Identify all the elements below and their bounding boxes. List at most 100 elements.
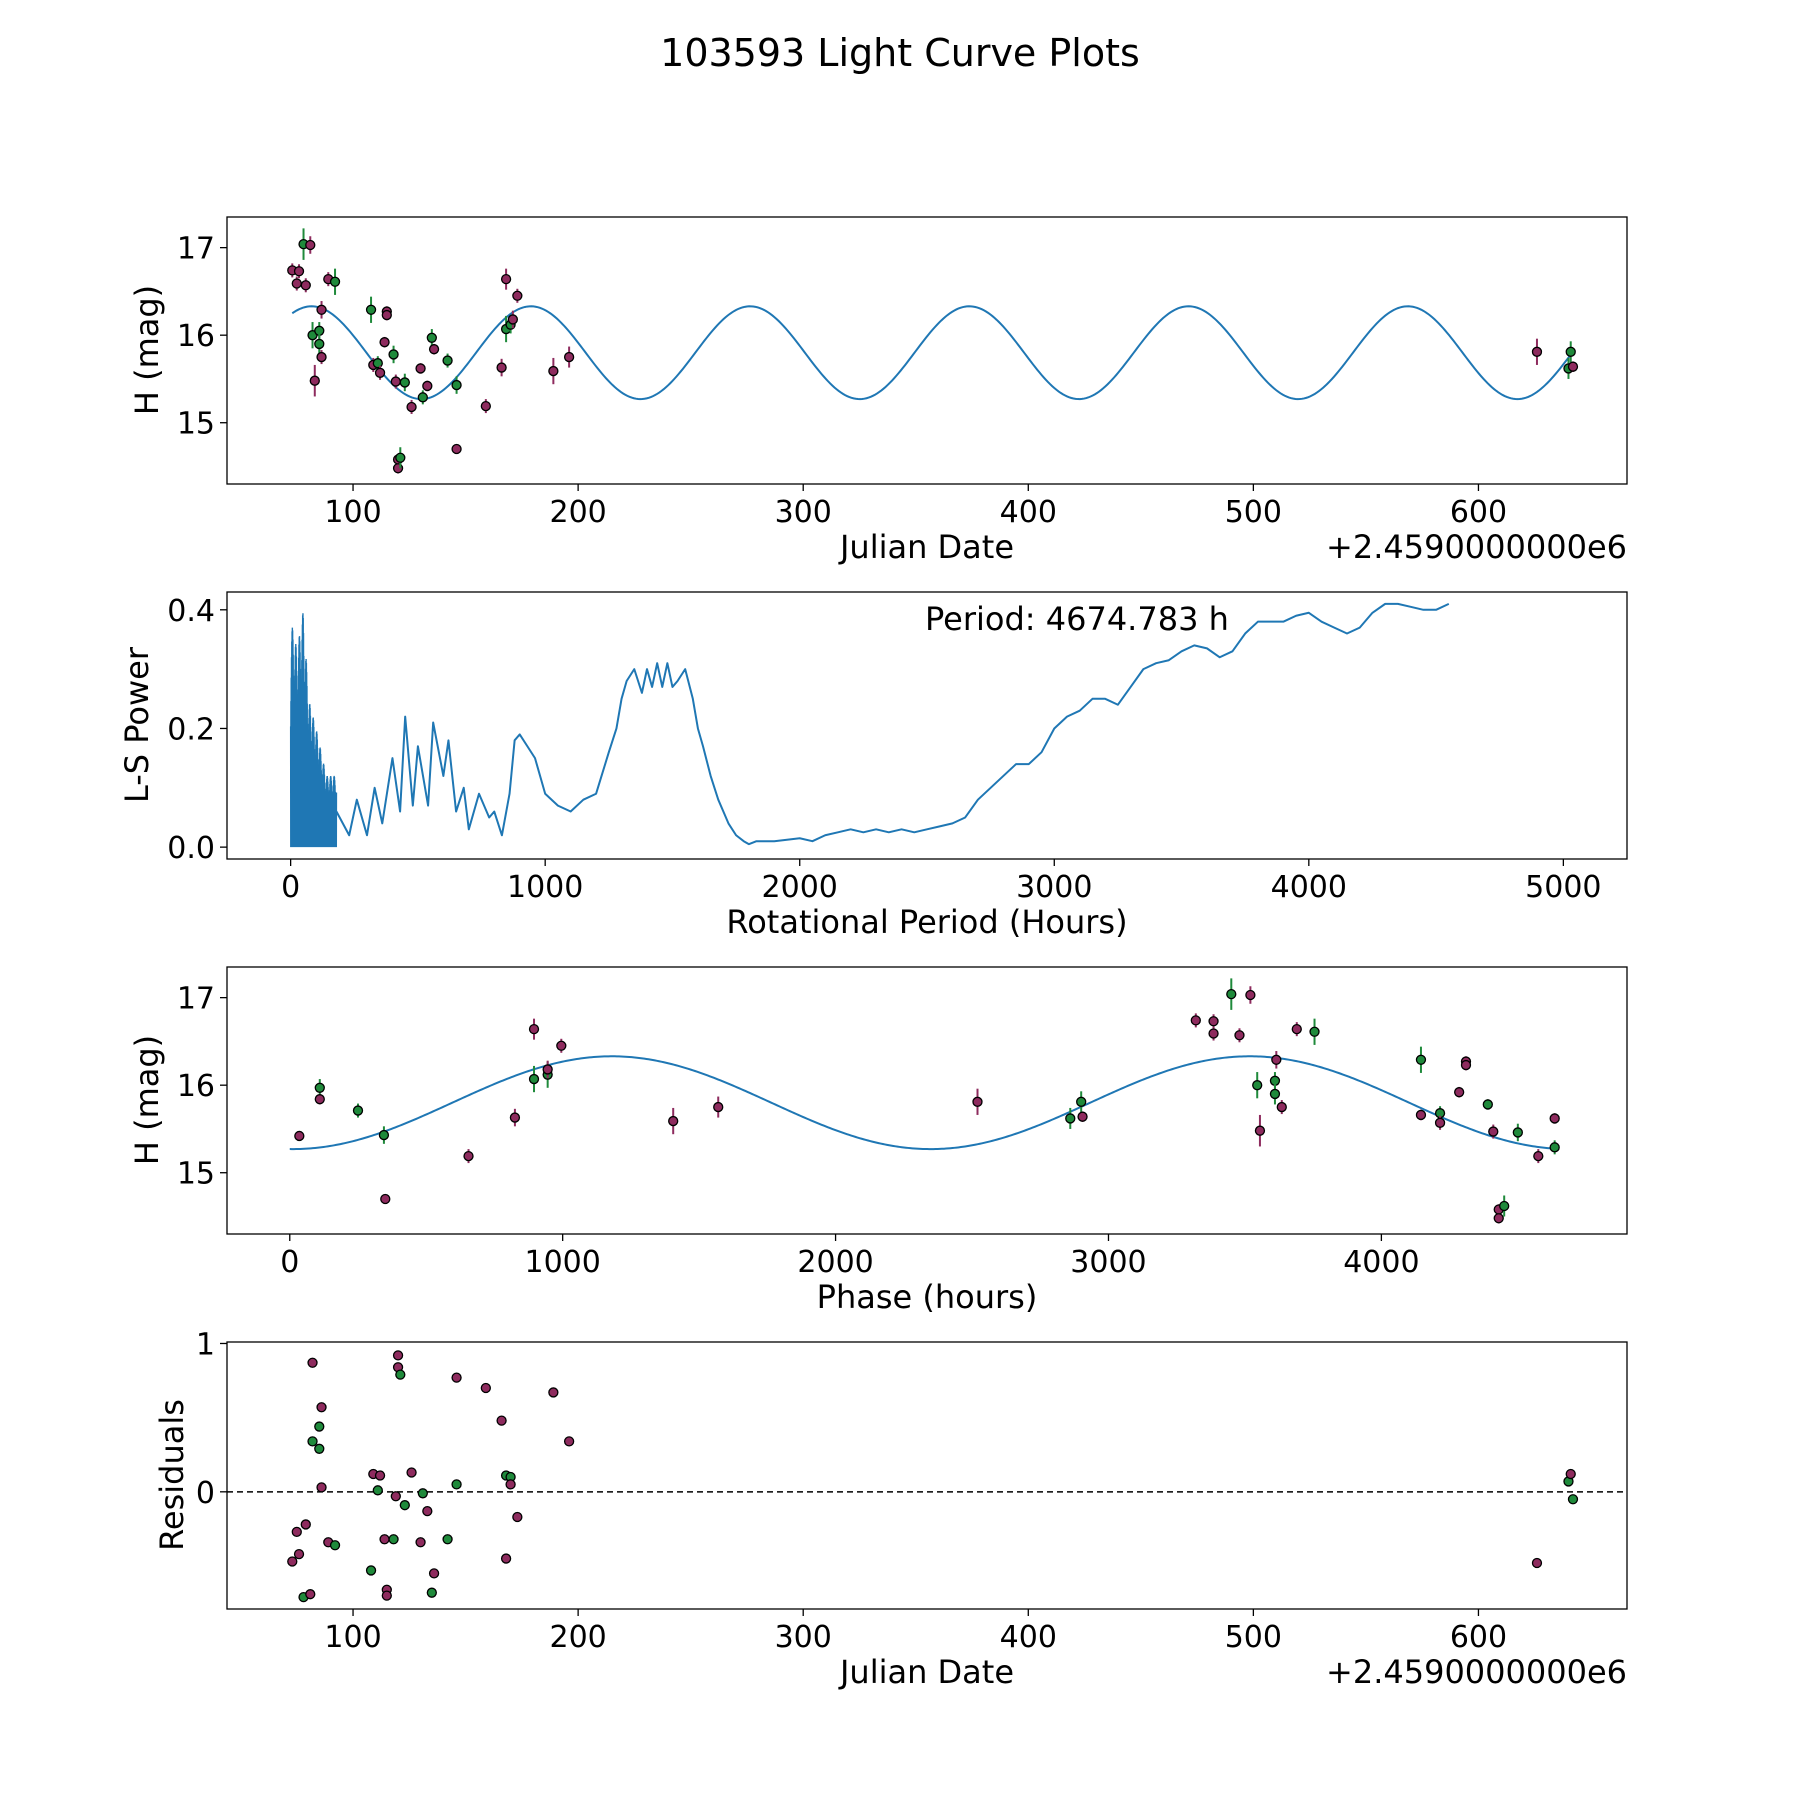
residuals-point	[399, 1500, 410, 1511]
residuals-panel: 100 200 300 400 500 600 0 1 Julian Date Residua…	[153, 1327, 1628, 1691]
lightcurve-point	[388, 349, 399, 360]
periodogram-ytick-label: 0.2	[167, 712, 215, 747]
residuals-xtick-label: 600	[1450, 1620, 1507, 1655]
lightcurve-ylabel: H (mag)	[128, 285, 166, 415]
lightcurve-ticks: 100 200 300 400 500 600 15 16 17	[177, 232, 1507, 530]
phased-point	[1499, 1200, 1510, 1212]
periodogram-axes-frame	[226, 591, 1628, 860]
periodogram-plot-area	[289, 602, 1450, 848]
residuals-point	[1531, 1557, 1543, 1569]
lightcurve-point	[406, 401, 417, 413]
lightcurve-xtick-label: 200	[549, 495, 606, 530]
lightcurve-ytick-label: 15	[177, 407, 215, 442]
phased-point	[1226, 988, 1237, 1000]
phased-ticks: 0 1000 2000 3000 4000 15 16 17	[177, 982, 1420, 1280]
phased-point	[1065, 1113, 1076, 1124]
periodogram-ytick-label: 0.0	[167, 831, 215, 866]
figure-title: 103593 Light Curve Plots	[660, 31, 1140, 75]
phased-point	[1493, 1213, 1504, 1224]
phased-xtick-label: 1000	[524, 1245, 600, 1280]
phased-point	[1434, 1117, 1446, 1128]
lightcurve-point	[480, 400, 491, 412]
residuals-point	[548, 1387, 559, 1398]
lightcurve-point	[291, 278, 302, 289]
residuals-point	[305, 1589, 316, 1600]
residuals-point	[379, 1534, 390, 1545]
phased-point	[528, 1073, 540, 1085]
residuals-ticks: 100 200 300 400 500 600 0 1	[196, 1327, 1507, 1655]
residuals-xtick-label: 200	[549, 1620, 606, 1655]
periodogram-line	[335, 602, 1450, 846]
phased-xtick-label: 4000	[1343, 1245, 1419, 1280]
phased-xtick-label: 0	[280, 1245, 299, 1280]
residuals-xtick-label: 500	[1225, 1620, 1282, 1655]
residuals-point	[388, 1534, 399, 1545]
phased-point	[314, 1082, 325, 1093]
lightcurve-point	[374, 367, 386, 378]
residuals-point	[500, 1553, 512, 1564]
phased-point	[1076, 1096, 1087, 1107]
phased-point	[972, 1096, 983, 1107]
lightcurve-point	[451, 379, 462, 391]
lightcurve-point	[417, 392, 428, 403]
phased-point	[1254, 1125, 1266, 1136]
phased-point	[1208, 1028, 1219, 1039]
residuals-point	[415, 1537, 426, 1548]
periodogram-xlabel: Rotational Period (Hours)	[726, 903, 1127, 941]
lightcurve-point	[293, 266, 305, 277]
lightcurve-point	[372, 358, 383, 369]
residuals-point	[293, 1548, 305, 1560]
phased-point	[542, 1064, 553, 1075]
periodogram-xtick-label: 0	[281, 870, 300, 905]
residuals-axes-frame	[226, 1341, 1628, 1610]
lightcurve-point	[399, 377, 410, 388]
residuals-point	[374, 1470, 386, 1481]
lightcurve-plot-area	[287, 228, 1579, 474]
residuals-point	[291, 1526, 302, 1538]
residuals-point	[381, 1590, 392, 1601]
phased-point	[1415, 1054, 1427, 1065]
lightcurve-point	[395, 452, 406, 463]
phased-axes-frame	[226, 966, 1628, 1235]
phased-xtick-label: 2000	[797, 1245, 873, 1280]
phased-point	[528, 1024, 540, 1035]
lightcurve-point	[1565, 346, 1576, 357]
lightcurve-ytick-label: 16	[177, 319, 215, 354]
periodogram-panel: 0 1000 2000 3000 4000 5000 0.0 0.2 0.4 Period: 4…	[118, 591, 1628, 941]
residuals-xtick-label: 400	[1000, 1620, 1057, 1655]
residuals-ytick-label: 1	[196, 1327, 215, 1362]
phased-point	[1482, 1099, 1493, 1110]
phased-point	[314, 1094, 325, 1105]
residuals-point	[451, 1372, 462, 1383]
residuals-point	[428, 1568, 440, 1579]
residuals-offset-text: +2.4590000000e6	[1326, 1653, 1627, 1691]
phased-point	[378, 1129, 390, 1141]
residuals-point	[1565, 1468, 1576, 1480]
lightcurve-point	[451, 443, 462, 455]
residuals-point	[395, 1369, 406, 1380]
phased-point	[1512, 1127, 1523, 1138]
residuals-xtick-label: 300	[775, 1620, 832, 1655]
phased-point	[352, 1105, 364, 1116]
phased-point	[1234, 1030, 1245, 1041]
phased-point	[509, 1112, 521, 1123]
phased-point	[556, 1040, 567, 1051]
lightcurve-point	[329, 276, 341, 287]
period-annotation: Period: 4674.783 h	[925, 600, 1229, 638]
lightcurve-point	[548, 365, 559, 377]
lightcurve-offset-text: +2.4590000000e6	[1326, 528, 1627, 566]
residuals-point	[480, 1382, 491, 1394]
lightcurve-point	[415, 363, 426, 374]
lightcurve-point	[390, 376, 401, 387]
residuals-point	[1567, 1494, 1579, 1505]
residuals-point	[307, 1357, 318, 1368]
phased-point	[1271, 1054, 1282, 1065]
lightcurve-xtick-label: 100	[324, 495, 381, 530]
residuals-point	[390, 1491, 401, 1502]
phased-point	[1488, 1126, 1499, 1137]
periodogram-xtick-label: 1000	[507, 870, 583, 905]
phased-point	[463, 1150, 474, 1162]
phased-point	[1208, 1016, 1219, 1027]
lightcurve-xtick-label: 600	[1450, 495, 1507, 530]
